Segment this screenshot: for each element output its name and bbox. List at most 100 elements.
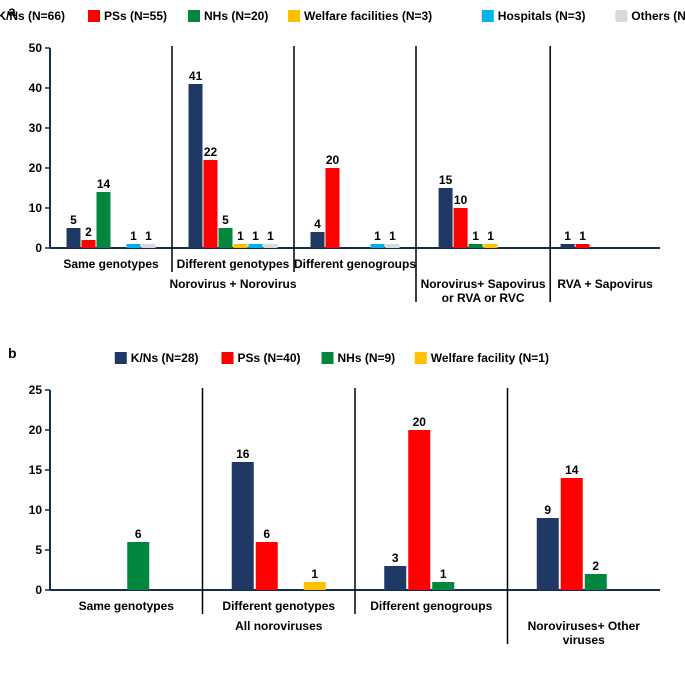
bar-value-label: 3 bbox=[392, 551, 399, 565]
legend: K/Ns (N=66) PSs (N=55) NHs (N=20) Welfare f… bbox=[0, 9, 685, 23]
bar-value-label: 1 bbox=[389, 229, 396, 243]
bar-value-label: 1 bbox=[252, 229, 259, 243]
bar-value-label: 1 bbox=[440, 567, 447, 581]
bar bbox=[204, 160, 218, 248]
bar-value-label: 1 bbox=[311, 567, 318, 581]
bar bbox=[264, 244, 278, 248]
bar bbox=[189, 84, 203, 248]
bar bbox=[82, 240, 96, 248]
legend: K/Ns (N=28)PSs (N=40)NHs (N=9)Welfare fa… bbox=[115, 351, 549, 365]
bar bbox=[142, 244, 156, 248]
bar bbox=[127, 244, 141, 248]
panel-label: b bbox=[8, 345, 17, 361]
legend-label: Welfare facilities (N=3) bbox=[304, 9, 432, 23]
group-label: Different genotypes bbox=[222, 599, 335, 613]
bar-value-label: 1 bbox=[564, 229, 571, 243]
bar bbox=[249, 244, 263, 248]
bar bbox=[585, 574, 607, 590]
legend-swatch bbox=[222, 352, 234, 364]
bar bbox=[454, 208, 468, 248]
legend-swatch bbox=[415, 352, 427, 364]
bar bbox=[484, 244, 498, 248]
legend-label: NHs (N=9) bbox=[338, 351, 396, 365]
bar bbox=[97, 192, 111, 248]
bar bbox=[127, 542, 149, 590]
bar bbox=[304, 582, 326, 590]
group-label: Same genotypes bbox=[63, 257, 159, 271]
bar-value-label: 1 bbox=[472, 229, 479, 243]
legend-label: Hospitals (N=3) bbox=[498, 9, 586, 23]
legend-label: Others (N=2) bbox=[631, 9, 685, 23]
group-label: Different genogroups bbox=[370, 599, 492, 613]
legend-swatch bbox=[188, 10, 200, 22]
y-tick-label: 0 bbox=[35, 241, 42, 255]
bar-value-label: 5 bbox=[222, 213, 229, 227]
bar-value-label: 14 bbox=[565, 463, 579, 477]
parent-group-label: All noroviruses bbox=[235, 619, 323, 633]
bar bbox=[439, 188, 453, 248]
y-tick-label: 50 bbox=[29, 41, 43, 55]
legend-label: Welfare facility (N=1) bbox=[431, 351, 549, 365]
parent-group-label: Norovirus+ Sapovirus bbox=[421, 277, 546, 291]
bar-value-label: 1 bbox=[487, 229, 494, 243]
y-tick-label: 10 bbox=[29, 503, 43, 517]
legend-swatch bbox=[322, 352, 334, 364]
y-tick-label: 20 bbox=[29, 423, 43, 437]
group-label: Different genotypes bbox=[177, 257, 290, 271]
bar bbox=[386, 244, 400, 248]
y-tick-label: 0 bbox=[35, 583, 42, 597]
bar bbox=[232, 462, 254, 590]
legend-label: K/Ns (N=28) bbox=[131, 351, 199, 365]
bar-value-label: 15 bbox=[439, 173, 453, 187]
bar-value-label: 6 bbox=[135, 527, 142, 541]
bar-value-label: 1 bbox=[145, 229, 152, 243]
bar-value-label: 10 bbox=[454, 193, 468, 207]
bar-value-label: 16 bbox=[236, 447, 250, 461]
bar bbox=[576, 244, 590, 248]
legend-label: K/Ns (N=66) bbox=[0, 9, 65, 23]
legend-swatch bbox=[615, 10, 627, 22]
parent-group-label: Norovirus + Norovirus bbox=[169, 277, 296, 291]
bar bbox=[469, 244, 483, 248]
bar bbox=[311, 232, 325, 248]
bar-value-label: 14 bbox=[97, 177, 111, 191]
bar bbox=[219, 228, 233, 248]
legend-swatch bbox=[88, 10, 100, 22]
bar-value-label: 1 bbox=[267, 229, 274, 243]
bar bbox=[67, 228, 81, 248]
bar bbox=[408, 430, 430, 590]
bar-value-label: 20 bbox=[326, 153, 340, 167]
bar-value-label: 5 bbox=[70, 213, 77, 227]
legend-swatch bbox=[115, 352, 127, 364]
bar bbox=[537, 518, 559, 590]
bar-value-label: 2 bbox=[85, 225, 92, 239]
y-tick-label: 40 bbox=[29, 81, 43, 95]
y-tick-label: 15 bbox=[29, 463, 43, 477]
bar-value-label: 4 bbox=[314, 217, 321, 231]
bar bbox=[256, 542, 278, 590]
bar bbox=[371, 244, 385, 248]
bar bbox=[326, 168, 340, 248]
bar bbox=[234, 244, 248, 248]
legend-label: PSs (N=55) bbox=[104, 9, 167, 23]
bar bbox=[561, 244, 575, 248]
bar-value-label: 1 bbox=[237, 229, 244, 243]
y-tick-label: 25 bbox=[29, 383, 43, 397]
bar-value-label: 1 bbox=[374, 229, 381, 243]
legend-swatch bbox=[482, 10, 494, 22]
y-tick-label: 30 bbox=[29, 121, 43, 135]
bar-value-label: 1 bbox=[579, 229, 586, 243]
bar-value-label: 6 bbox=[263, 527, 270, 541]
bar-value-label: 20 bbox=[413, 415, 427, 429]
bar-value-label: 22 bbox=[204, 145, 218, 159]
bar bbox=[432, 582, 454, 590]
legend-label: NHs (N=20) bbox=[204, 9, 268, 23]
legend-swatch bbox=[288, 10, 300, 22]
bar-value-label: 9 bbox=[544, 503, 551, 517]
bar-value-label: 41 bbox=[189, 69, 203, 83]
bar-value-label: 1 bbox=[130, 229, 137, 243]
y-tick-label: 20 bbox=[29, 161, 43, 175]
parent-group-label: or RVA or RVC bbox=[442, 291, 525, 305]
bar-value-label: 2 bbox=[592, 559, 599, 573]
parent-group-label: RVA + Sapovirus bbox=[557, 277, 653, 291]
